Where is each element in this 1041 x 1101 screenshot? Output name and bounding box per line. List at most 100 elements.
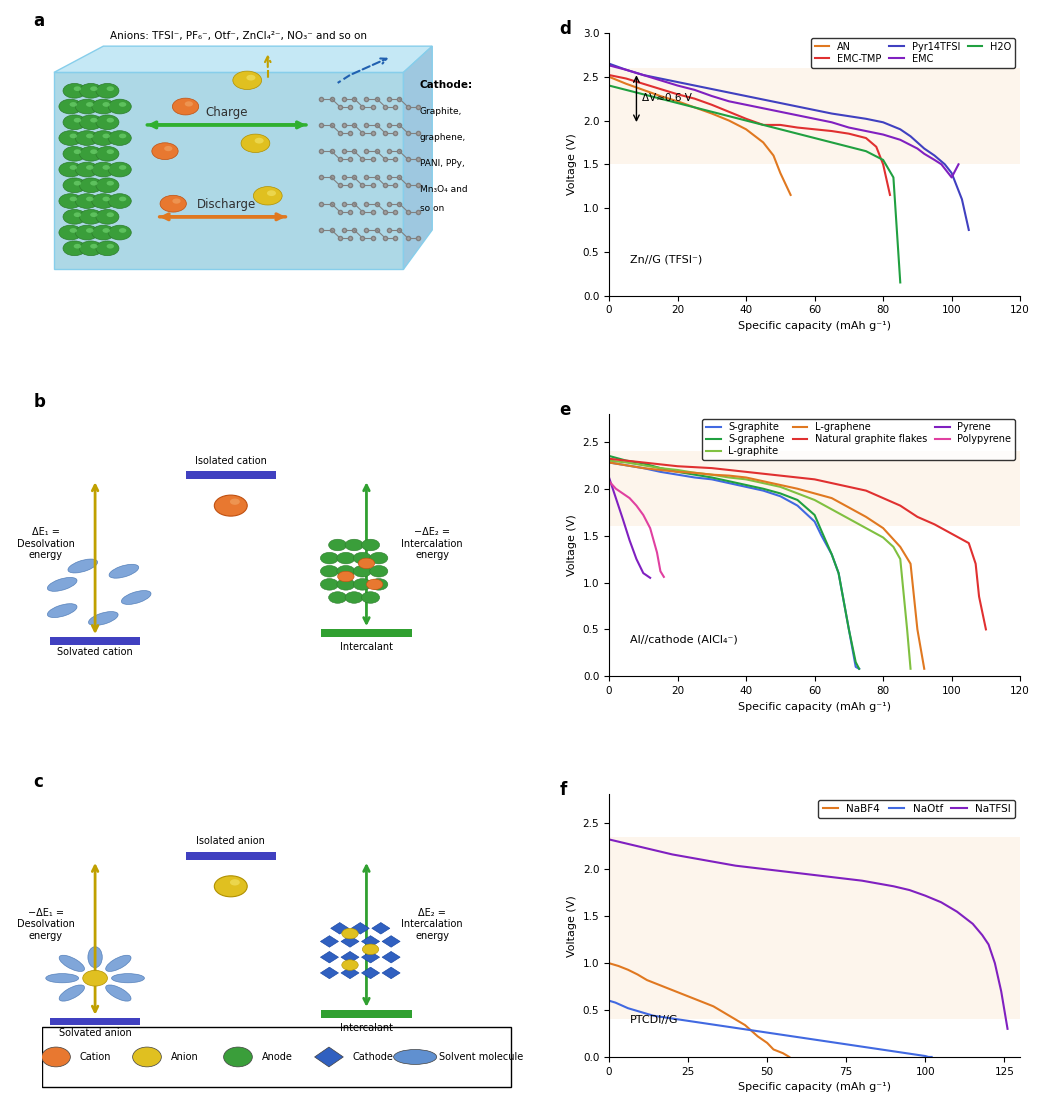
Y-axis label: Voltage (V): Voltage (V) bbox=[567, 895, 577, 957]
Text: c: c bbox=[33, 773, 44, 792]
Circle shape bbox=[79, 241, 102, 255]
Circle shape bbox=[75, 162, 99, 177]
Bar bbox=[185, 852, 276, 860]
Ellipse shape bbox=[105, 985, 131, 1001]
Circle shape bbox=[91, 181, 98, 186]
Text: d: d bbox=[560, 20, 572, 37]
Circle shape bbox=[82, 970, 107, 986]
Polygon shape bbox=[351, 923, 370, 934]
Circle shape bbox=[337, 579, 355, 590]
Legend: S-graphite, S-graphene, L-graphite, L-graphene, Natural graphite flakes, Pyrene,: S-graphite, S-graphene, L-graphite, L-gr… bbox=[702, 418, 1015, 460]
Polygon shape bbox=[341, 967, 359, 979]
Circle shape bbox=[64, 115, 86, 130]
Circle shape bbox=[152, 143, 178, 160]
Text: a: a bbox=[33, 12, 45, 30]
X-axis label: Specific capacity (mAh g⁻¹): Specific capacity (mAh g⁻¹) bbox=[738, 320, 891, 331]
Circle shape bbox=[91, 243, 98, 249]
X-axis label: Specific capacity (mAh g⁻¹): Specific capacity (mAh g⁻¹) bbox=[738, 1082, 891, 1092]
Circle shape bbox=[92, 162, 115, 177]
Circle shape bbox=[75, 99, 99, 113]
Text: so on: so on bbox=[420, 204, 445, 212]
Text: Solvated anion: Solvated anion bbox=[58, 1028, 131, 1038]
Circle shape bbox=[75, 194, 99, 208]
Circle shape bbox=[96, 178, 119, 193]
Circle shape bbox=[106, 150, 115, 154]
Text: −ΔE₂ =
Intercalation
energy: −ΔE₂ = Intercalation energy bbox=[402, 527, 463, 560]
Circle shape bbox=[108, 131, 131, 145]
Circle shape bbox=[70, 165, 77, 170]
Circle shape bbox=[362, 944, 379, 955]
Circle shape bbox=[119, 228, 126, 232]
FancyBboxPatch shape bbox=[54, 73, 404, 270]
Circle shape bbox=[242, 134, 270, 153]
Circle shape bbox=[92, 131, 115, 145]
Circle shape bbox=[108, 99, 131, 113]
Ellipse shape bbox=[88, 611, 118, 625]
Circle shape bbox=[341, 960, 358, 970]
Circle shape bbox=[79, 178, 102, 193]
Circle shape bbox=[321, 553, 338, 564]
Text: Solvent molecule: Solvent molecule bbox=[439, 1051, 524, 1062]
Circle shape bbox=[370, 566, 388, 577]
Text: Intercalant: Intercalant bbox=[340, 1023, 392, 1033]
Bar bbox=[322, 1010, 411, 1017]
Text: Anions: TFSI⁻, PF₆⁻, Otf⁻, ZnCl₄²⁻, NO₃⁻ and so on: Anions: TFSI⁻, PF₆⁻, Otf⁻, ZnCl₄²⁻, NO₃⁻… bbox=[110, 31, 367, 41]
Circle shape bbox=[132, 1047, 161, 1067]
Circle shape bbox=[86, 133, 94, 139]
Ellipse shape bbox=[48, 603, 77, 618]
Circle shape bbox=[329, 539, 347, 550]
Circle shape bbox=[106, 181, 115, 186]
Circle shape bbox=[108, 226, 131, 240]
Ellipse shape bbox=[59, 985, 84, 1001]
Ellipse shape bbox=[48, 577, 77, 591]
Circle shape bbox=[119, 102, 126, 107]
Circle shape bbox=[79, 115, 102, 130]
Circle shape bbox=[75, 131, 99, 145]
Polygon shape bbox=[321, 967, 338, 979]
Circle shape bbox=[321, 579, 338, 590]
Text: Isolated cation: Isolated cation bbox=[195, 456, 266, 466]
Polygon shape bbox=[341, 936, 359, 947]
Circle shape bbox=[74, 212, 81, 217]
Circle shape bbox=[366, 579, 383, 590]
Bar bbox=[185, 471, 276, 479]
Ellipse shape bbox=[68, 559, 98, 573]
Circle shape bbox=[86, 102, 94, 107]
Text: graphene,: graphene, bbox=[420, 133, 466, 142]
Bar bbox=[609, 68, 1020, 164]
Circle shape bbox=[233, 72, 261, 89]
Circle shape bbox=[230, 880, 239, 885]
Circle shape bbox=[96, 209, 119, 225]
Circle shape bbox=[96, 146, 119, 161]
Circle shape bbox=[96, 115, 119, 130]
Ellipse shape bbox=[393, 1049, 437, 1065]
Polygon shape bbox=[382, 951, 400, 963]
Circle shape bbox=[74, 86, 81, 91]
Circle shape bbox=[74, 181, 81, 186]
Circle shape bbox=[106, 86, 115, 91]
Text: ΔE₁ =
Desolvation
energy: ΔE₁ = Desolvation energy bbox=[17, 527, 75, 560]
Text: e: e bbox=[560, 401, 572, 418]
Circle shape bbox=[214, 875, 247, 897]
Circle shape bbox=[79, 146, 102, 161]
Circle shape bbox=[345, 591, 363, 603]
Circle shape bbox=[106, 212, 115, 217]
Text: Cathode: Cathode bbox=[353, 1051, 393, 1062]
Text: Al//cathode (AlCl₄⁻): Al//cathode (AlCl₄⁻) bbox=[630, 635, 737, 645]
Circle shape bbox=[42, 1047, 71, 1067]
Circle shape bbox=[102, 197, 110, 201]
Polygon shape bbox=[382, 967, 400, 979]
Circle shape bbox=[337, 571, 354, 581]
Legend: AN, EMC-TMP, Pyr14TFSI, EMC, H2O: AN, EMC-TMP, Pyr14TFSI, EMC, H2O bbox=[811, 37, 1015, 67]
Circle shape bbox=[59, 131, 82, 145]
Bar bbox=[50, 636, 141, 645]
Text: Anion: Anion bbox=[171, 1051, 199, 1062]
Circle shape bbox=[102, 133, 110, 139]
Circle shape bbox=[59, 226, 82, 240]
Circle shape bbox=[96, 84, 119, 98]
Circle shape bbox=[341, 928, 358, 939]
Circle shape bbox=[91, 212, 98, 217]
Circle shape bbox=[353, 553, 372, 564]
Circle shape bbox=[75, 226, 99, 240]
Circle shape bbox=[102, 165, 110, 170]
